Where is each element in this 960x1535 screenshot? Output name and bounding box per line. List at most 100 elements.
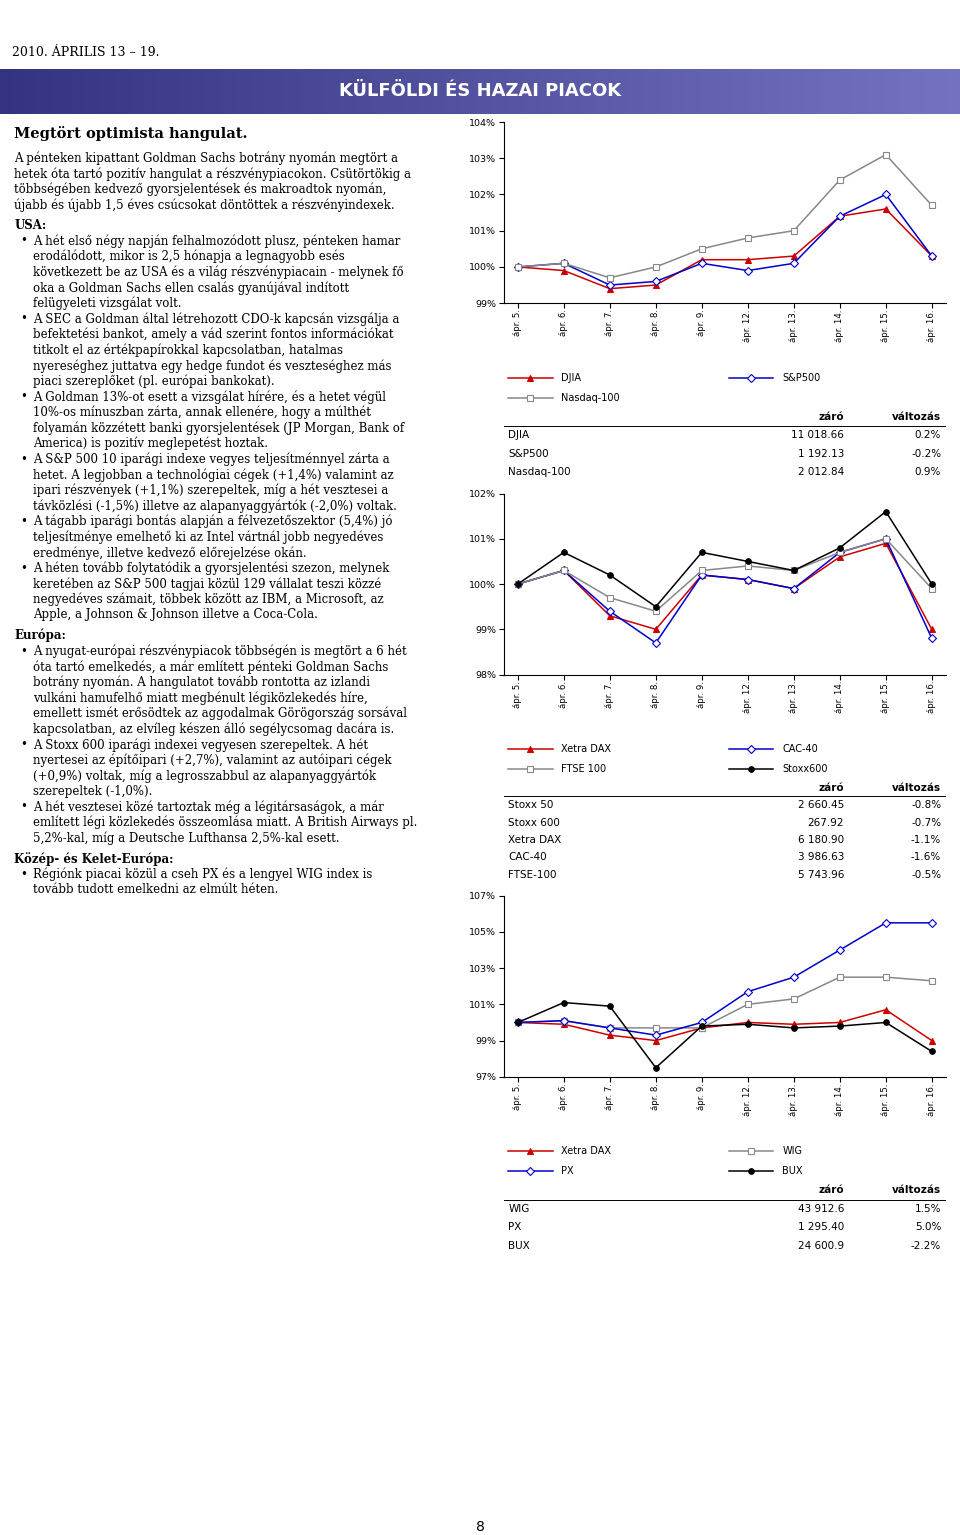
- Bar: [38, 69, 43, 115]
- Bar: [821, 69, 826, 115]
- Text: 267.92: 267.92: [807, 818, 844, 827]
- Bar: [806, 69, 811, 115]
- Bar: [792, 69, 797, 115]
- Text: Xetra DAX: Xetra DAX: [509, 835, 562, 844]
- Bar: [106, 69, 110, 115]
- Bar: [931, 69, 936, 115]
- Bar: [322, 69, 326, 115]
- Bar: [696, 69, 701, 115]
- Bar: [538, 69, 542, 115]
- Text: WIG: WIG: [509, 1203, 530, 1214]
- Text: A pénteken kipattant Goldman Sachs botrány nyomán megtört a: A pénteken kipattant Goldman Sachs botrá…: [14, 152, 398, 164]
- Bar: [235, 69, 240, 115]
- Bar: [566, 69, 571, 115]
- Bar: [605, 69, 610, 115]
- Text: változás: változás: [892, 1185, 941, 1196]
- Bar: [403, 69, 408, 115]
- Text: záró: záró: [819, 783, 844, 792]
- Text: PX: PX: [562, 1167, 574, 1176]
- Bar: [67, 69, 72, 115]
- Bar: [384, 69, 389, 115]
- Text: eredménye, illetve kedvező előrejelzése okán.: eredménye, illetve kedvező előrejelzése …: [34, 546, 307, 560]
- Bar: [115, 69, 120, 115]
- Bar: [955, 69, 960, 115]
- Bar: [346, 69, 350, 115]
- Text: záró: záró: [819, 411, 844, 422]
- Bar: [413, 69, 418, 115]
- Text: Régiónk piacai közül a cseh PX és a lengyel WIG index is: Régiónk piacai közül a cseh PX és a leng…: [34, 867, 372, 881]
- Text: USA:: USA:: [14, 220, 47, 232]
- Bar: [437, 69, 442, 115]
- Bar: [72, 69, 77, 115]
- Text: 10%-os mínuszban zárta, annak ellenére, hogy a múlthét: 10%-os mínuszban zárta, annak ellenére, …: [34, 405, 372, 419]
- Text: KÜLFÖLDI ÉS HAZAI PIACOK: KÜLFÖLDI ÉS HAZAI PIACOK: [339, 81, 621, 100]
- Bar: [307, 69, 312, 115]
- Bar: [667, 69, 672, 115]
- Bar: [576, 69, 581, 115]
- Bar: [648, 69, 653, 115]
- Bar: [782, 69, 787, 115]
- Bar: [475, 69, 480, 115]
- Text: Stoxx 50: Stoxx 50: [509, 800, 554, 810]
- Bar: [878, 69, 883, 115]
- Bar: [518, 69, 523, 115]
- Bar: [610, 69, 614, 115]
- Bar: [826, 69, 830, 115]
- Bar: [739, 69, 744, 115]
- Bar: [835, 69, 840, 115]
- Bar: [24, 69, 29, 115]
- Bar: [197, 69, 202, 115]
- Text: oka a Goldman Sachs ellen csalás gyanújával indított: oka a Goldman Sachs ellen csalás gyanújá…: [34, 281, 349, 295]
- Bar: [29, 69, 34, 115]
- Bar: [355, 69, 360, 115]
- Bar: [101, 69, 106, 115]
- Text: Megtört optimista hangulat.: Megtört optimista hangulat.: [14, 126, 248, 141]
- Bar: [907, 69, 912, 115]
- Bar: [418, 69, 422, 115]
- Bar: [662, 69, 667, 115]
- Bar: [144, 69, 149, 115]
- Text: újabb és újabb 1,5 éves csúcsokat döntöttek a részvényindexek.: újabb és újabb 1,5 éves csúcsokat döntöt…: [14, 198, 395, 212]
- Bar: [139, 69, 144, 115]
- Text: piaci szereplőket (pl. európai bankokat).: piaci szereplőket (pl. európai bankokat)…: [34, 375, 275, 388]
- Text: 1.5%: 1.5%: [915, 1203, 941, 1214]
- Bar: [389, 69, 394, 115]
- Bar: [533, 69, 538, 115]
- Bar: [682, 69, 686, 115]
- Text: Xetra DAX: Xetra DAX: [562, 1147, 612, 1156]
- Text: -2.2%: -2.2%: [911, 1240, 941, 1251]
- Text: FTSE 100: FTSE 100: [562, 764, 607, 774]
- Bar: [461, 69, 466, 115]
- Text: keretében az S&P 500 tagjai közül 129 vállalat teszi közzé: keretében az S&P 500 tagjai közül 129 vá…: [34, 577, 382, 591]
- Bar: [341, 69, 346, 115]
- Bar: [312, 69, 317, 115]
- Text: DJIA: DJIA: [509, 430, 530, 441]
- Bar: [259, 69, 264, 115]
- Bar: [206, 69, 211, 115]
- Bar: [19, 69, 24, 115]
- Bar: [936, 69, 941, 115]
- Bar: [710, 69, 715, 115]
- Bar: [725, 69, 730, 115]
- Bar: [82, 69, 86, 115]
- Bar: [490, 69, 494, 115]
- Bar: [816, 69, 821, 115]
- Text: BUX: BUX: [509, 1240, 530, 1251]
- Bar: [221, 69, 226, 115]
- Bar: [274, 69, 278, 115]
- Bar: [442, 69, 446, 115]
- Bar: [250, 69, 254, 115]
- Text: BUDA-CASH BRÓKERHÁZ: BUDA-CASH BRÓKERHÁZ: [743, 12, 948, 28]
- Bar: [62, 69, 67, 115]
- Bar: [653, 69, 658, 115]
- Bar: [154, 69, 158, 115]
- Text: •: •: [20, 235, 27, 247]
- Text: folyamán közzétett banki gyorsjelentések (JP Morgan, Bank of: folyamán közzétett banki gyorsjelentések…: [34, 422, 404, 434]
- Bar: [192, 69, 197, 115]
- Text: -0.5%: -0.5%: [911, 870, 941, 880]
- Text: (+0,9%) voltak, míg a legrosszabbul az alapanyaggyártók: (+0,9%) voltak, míg a legrosszabbul az a…: [34, 769, 376, 783]
- Bar: [470, 69, 475, 115]
- Bar: [278, 69, 283, 115]
- Text: A S&P 500 10 iparági indexe vegyes teljesítménnyel zárta a: A S&P 500 10 iparági indexe vegyes telje…: [34, 453, 390, 467]
- Bar: [245, 69, 250, 115]
